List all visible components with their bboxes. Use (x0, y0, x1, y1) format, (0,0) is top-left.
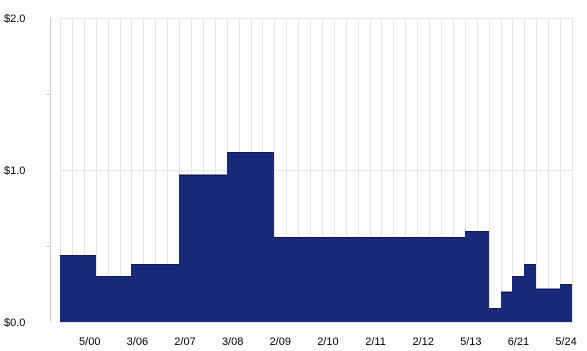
bar (536, 288, 548, 322)
bar (227, 151, 239, 322)
x-tick-label: 2/12 (412, 336, 433, 348)
bar (239, 151, 251, 322)
bars-layer (60, 151, 572, 322)
bar (405, 236, 417, 322)
bar (453, 236, 465, 322)
x-tick-label: 2/07 (174, 336, 195, 348)
bar (167, 264, 179, 322)
bar (143, 264, 155, 322)
bar (286, 236, 298, 322)
bar (298, 236, 310, 322)
bar (501, 291, 512, 322)
bar (524, 264, 536, 322)
x-tick-label: 3/08 (222, 336, 243, 348)
bar (358, 236, 370, 322)
bar (203, 174, 215, 322)
bar (60, 255, 72, 322)
bar (322, 236, 334, 322)
bar (251, 151, 262, 322)
bar (465, 230, 477, 322)
bar (560, 284, 572, 322)
bar (548, 288, 560, 322)
bar (489, 308, 501, 322)
labels-layer: $0.0 $1.0 $2.0 5/00 3/06 2/07 3/08 2/09 2/10 2/11… (4, 13, 577, 348)
x-tick-label: 2/09 (270, 336, 291, 348)
y-tick-label: $2.0 (4, 13, 25, 25)
y-tick-label: $0.0 (4, 317, 25, 329)
bar (477, 230, 489, 322)
bar (512, 276, 524, 322)
bar (274, 236, 286, 322)
bar (108, 276, 120, 322)
x-tick-label: 6/21 (508, 336, 529, 348)
bar (120, 276, 131, 322)
bar (155, 264, 167, 322)
bar (84, 255, 96, 322)
axis-layer (46, 18, 51, 322)
x-tick-label: 2/11 (365, 336, 386, 348)
bar (191, 174, 203, 322)
x-tick-label: 5/24 (555, 336, 576, 348)
bar (310, 236, 322, 322)
bar (381, 236, 393, 322)
y-tick-label: $1.0 (4, 165, 25, 177)
x-tick-label: 5/13 (460, 336, 481, 348)
bar (370, 236, 381, 322)
bar (131, 264, 143, 322)
bar (334, 236, 346, 322)
bar (393, 236, 405, 322)
bar (429, 236, 441, 322)
bar (215, 174, 227, 322)
bar (72, 255, 84, 322)
bar (441, 236, 453, 322)
x-tick-label: 5/00 (79, 336, 100, 348)
x-tick-label: 2/10 (317, 336, 338, 348)
bar (179, 174, 191, 322)
x-tick-label: 3/06 (127, 336, 148, 348)
bar (417, 236, 429, 322)
bar (262, 151, 274, 322)
bar (96, 276, 108, 322)
bar (346, 236, 358, 322)
